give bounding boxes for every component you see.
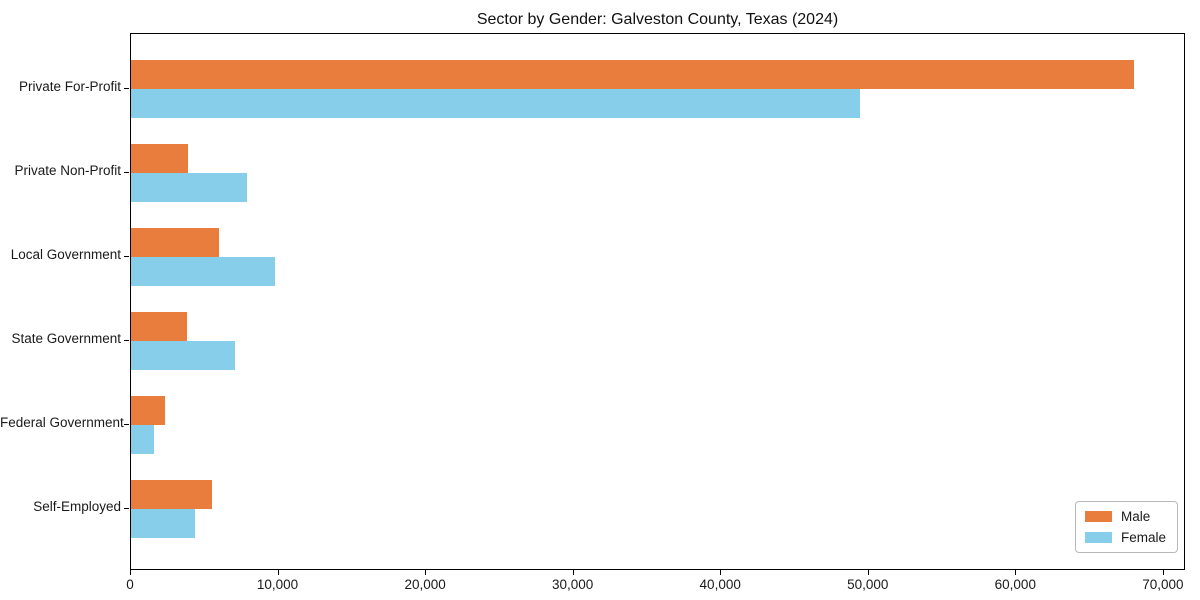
bar-male-federal-government <box>131 396 165 425</box>
y-axis-label-private-for-profit: Private For-Profit <box>18 79 121 94</box>
y-axis-label-local-government: Local Government <box>10 247 121 262</box>
x-tick-label-40000: 40,000 <box>699 577 741 592</box>
legend-item-male: Male <box>1084 509 1166 524</box>
y-tick-mark <box>124 508 129 509</box>
x-tick-mark <box>277 570 279 575</box>
x-tick-label-0: 0 <box>126 577 134 592</box>
x-tick-mark <box>425 570 427 575</box>
y-axis-label-private-non-profit: Private Non-Profit <box>14 163 121 178</box>
x-tick-mark <box>1015 570 1017 575</box>
y-tick-mark <box>124 424 129 425</box>
x-tick-label-10000: 10,000 <box>256 577 299 592</box>
y-tick-mark <box>124 88 129 89</box>
legend-label-male: Male <box>1120 509 1151 524</box>
legend-swatch-male <box>1084 511 1112 522</box>
x-tick-label-30000: 30,000 <box>552 577 594 592</box>
bar-male-private-for-profit <box>131 60 1134 89</box>
legend-label-female: Female <box>1120 530 1166 545</box>
plot-area: Male Female <box>130 33 1185 570</box>
legend: Male Female <box>1074 501 1178 553</box>
x-tick-label-60000: 60,000 <box>994 577 1036 592</box>
bar-female-self-employed <box>131 509 196 538</box>
y-axis-label-federal-government: Federal Government <box>0 415 124 430</box>
y-axis-label-self-employed: Self-Employed <box>33 499 121 514</box>
bar-female-state-government <box>131 341 235 370</box>
x-tick-label-20000: 20,000 <box>404 577 446 592</box>
y-tick-mark <box>124 340 129 341</box>
bar-female-local-government <box>131 257 276 286</box>
x-tick-label-50000: 50,000 <box>847 577 889 592</box>
legend-item-female: Female <box>1084 530 1166 545</box>
x-tick-mark <box>720 570 722 575</box>
bar-male-self-employed <box>131 480 212 509</box>
x-tick-mark <box>572 570 574 575</box>
y-tick-mark <box>124 172 129 173</box>
x-tick-label-70000: 70,000 <box>1142 577 1184 592</box>
y-axis-label-state-government: State Government <box>11 331 121 346</box>
chart-title: Sector by Gender: Galveston County, Texa… <box>476 11 839 28</box>
y-tick-mark <box>124 256 129 257</box>
x-tick-mark <box>1162 570 1164 575</box>
bar-male-private-non-profit <box>131 144 189 173</box>
bar-female-private-for-profit <box>131 89 860 118</box>
x-tick-mark <box>130 570 131 575</box>
x-tick-mark <box>867 570 869 575</box>
legend-swatch-female <box>1084 532 1112 543</box>
bar-female-private-non-profit <box>131 173 247 202</box>
bar-male-local-government <box>131 228 220 257</box>
bar-male-state-government <box>131 312 187 341</box>
bar-female-federal-government <box>131 425 154 454</box>
